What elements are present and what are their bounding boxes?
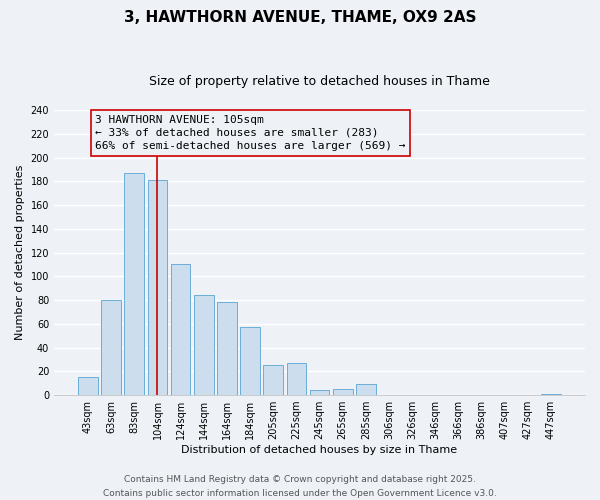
Bar: [356, 384, 376, 395]
X-axis label: Distribution of detached houses by size in Thame: Distribution of detached houses by size …: [181, 445, 458, 455]
Bar: [541, 394, 561, 395]
Y-axis label: Number of detached properties: Number of detached properties: [15, 165, 25, 340]
Bar: [263, 366, 283, 395]
Bar: [333, 389, 353, 395]
Title: Size of property relative to detached houses in Thame: Size of property relative to detached ho…: [149, 75, 490, 88]
Bar: [124, 173, 144, 395]
Bar: [78, 378, 98, 395]
Text: 3, HAWTHORN AVENUE, THAME, OX9 2AS: 3, HAWTHORN AVENUE, THAME, OX9 2AS: [124, 10, 476, 25]
Bar: [101, 300, 121, 395]
Text: 3 HAWTHORN AVENUE: 105sqm
← 33% of detached houses are smaller (283)
66% of semi: 3 HAWTHORN AVENUE: 105sqm ← 33% of detac…: [95, 115, 406, 151]
Bar: [148, 180, 167, 395]
Bar: [171, 264, 190, 395]
Bar: [240, 328, 260, 395]
Bar: [310, 390, 329, 395]
Bar: [287, 363, 306, 395]
Bar: [217, 302, 237, 395]
Bar: [194, 296, 214, 395]
Text: Contains HM Land Registry data © Crown copyright and database right 2025.
Contai: Contains HM Land Registry data © Crown c…: [103, 476, 497, 498]
